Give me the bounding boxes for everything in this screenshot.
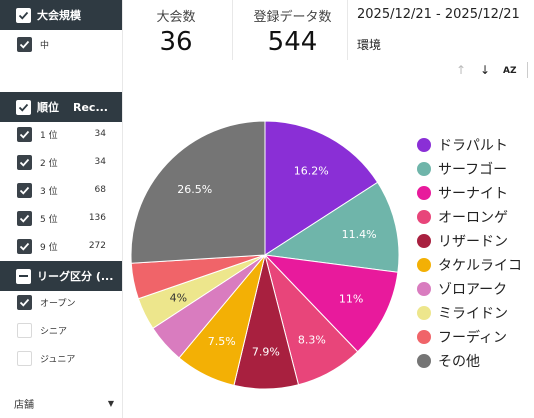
checkbox-checked-icon[interactable] bbox=[17, 210, 32, 226]
rank-option-label: 3 位 bbox=[40, 186, 58, 197]
legend-label[interactable]: ゾロアーク bbox=[438, 282, 507, 298]
legend-swatch bbox=[417, 306, 431, 320]
legend-swatch bbox=[417, 330, 431, 344]
checkbox-checked-icon[interactable] bbox=[17, 126, 32, 142]
league-option-open[interactable]: オープン bbox=[0, 290, 122, 314]
legend-label[interactable]: リザードン bbox=[438, 234, 508, 250]
league-option-junior[interactable]: ジュニア bbox=[0, 346, 122, 370]
slice-label: 4% bbox=[170, 292, 187, 305]
league-title: リーグ区分 (... bbox=[37, 270, 114, 283]
checkbox-checked-icon[interactable] bbox=[16, 99, 31, 115]
record-count-value: 544 bbox=[267, 27, 318, 57]
filter-option-medium[interactable]: 中 bbox=[0, 32, 122, 56]
legend-label[interactable]: タケルライコ bbox=[438, 258, 522, 274]
slice-label: 8.3% bbox=[298, 333, 326, 346]
sort-alphabetical-icon[interactable]: AZ bbox=[503, 66, 517, 76]
checkbox-checked-icon[interactable] bbox=[17, 238, 32, 254]
legend-swatch bbox=[417, 258, 431, 272]
pie-slice[interactable] bbox=[263, 254, 399, 353]
league-option-label: ジュニア bbox=[40, 354, 76, 365]
checkbox-checked-icon[interactable] bbox=[17, 182, 32, 198]
tournament-scale-title: 大会規模 bbox=[37, 9, 81, 22]
league-option-senior[interactable]: シニア bbox=[0, 318, 122, 342]
league-option-label: シニア bbox=[40, 326, 68, 337]
slice-label: 7.5% bbox=[208, 335, 236, 348]
pie-slice[interactable] bbox=[263, 181, 400, 273]
legend-swatch bbox=[417, 162, 431, 176]
legend-swatch bbox=[417, 282, 431, 296]
record-count-card: 登録データ数 544 bbox=[240, 6, 345, 57]
dropdown-caret-icon: ▼ bbox=[107, 399, 114, 408]
stat-divider bbox=[347, 0, 348, 60]
rank-option-9[interactable]: 9 位 272 bbox=[0, 234, 122, 258]
checkbox-checked-icon[interactable] bbox=[17, 294, 32, 310]
rank-record-count: 272 bbox=[88, 241, 106, 251]
toolbar-divider bbox=[527, 62, 528, 78]
rank-option-label: 9 位 bbox=[40, 242, 58, 253]
tournament-count-card: 大会数 36 bbox=[136, 6, 216, 57]
slice-label: 26.5% bbox=[177, 183, 212, 196]
store-dropdown-label: 店舗 bbox=[14, 400, 34, 411]
rank-option-2[interactable]: 2 位 34 bbox=[0, 150, 122, 174]
rank-option-label: 2 位 bbox=[40, 158, 58, 169]
checkbox-unchecked-icon[interactable] bbox=[17, 322, 32, 338]
checkbox-checked-icon[interactable] bbox=[16, 7, 31, 23]
slice-label: 7.9% bbox=[252, 346, 280, 359]
tournament-count-label: 大会数 bbox=[156, 10, 196, 25]
legend-label[interactable]: ドラパルト bbox=[438, 138, 508, 154]
pie-slice[interactable] bbox=[130, 120, 266, 264]
slice-label: 11% bbox=[339, 293, 363, 306]
slice-label: 16.2% bbox=[294, 164, 329, 177]
legend-label[interactable]: サーナイト bbox=[438, 186, 508, 202]
legend-swatch bbox=[417, 354, 431, 368]
environment-filter-label[interactable]: 環境 bbox=[357, 38, 382, 52]
rank-option-label: 5 位 bbox=[40, 214, 58, 225]
checkbox-checked-icon[interactable] bbox=[17, 154, 32, 170]
slice-label: 11.4% bbox=[342, 228, 377, 241]
legend-swatch bbox=[417, 210, 431, 224]
legend-swatch bbox=[417, 186, 431, 200]
checkbox-checked-icon[interactable] bbox=[17, 36, 32, 52]
league-option-label: オープン bbox=[40, 298, 76, 309]
checkbox-partial-icon[interactable] bbox=[16, 268, 31, 284]
rank-record-count: 68 bbox=[94, 185, 106, 195]
legend-label[interactable]: オーロンゲ bbox=[438, 210, 508, 226]
legend-label[interactable]: サーフゴー bbox=[438, 161, 507, 178]
rank-option-3[interactable]: 3 位 68 bbox=[0, 178, 122, 202]
rank-title: 順位 bbox=[37, 101, 59, 114]
checkbox-unchecked-icon[interactable] bbox=[17, 350, 32, 366]
rank-option-label: 1 位 bbox=[40, 130, 58, 141]
sort-descending-icon[interactable]: ↓ bbox=[480, 63, 491, 77]
filter-option-label: 中 bbox=[40, 40, 50, 51]
rank-option-5[interactable]: 5 位 136 bbox=[0, 206, 122, 230]
legend-label[interactable]: その他 bbox=[438, 354, 480, 370]
stat-divider bbox=[232, 0, 233, 60]
rank-record-count: 136 bbox=[88, 213, 106, 223]
legend-label[interactable]: ミライドン bbox=[438, 306, 508, 322]
sort-ascending-icon[interactable]: ↑ bbox=[456, 63, 467, 77]
pie-slice[interactable] bbox=[264, 120, 379, 256]
league-header[interactable]: リーグ区分 (... bbox=[0, 261, 122, 291]
rank-record-count: 34 bbox=[94, 157, 106, 167]
legend-swatch bbox=[417, 234, 431, 248]
rank-header[interactable]: 順位 Rec... bbox=[0, 92, 122, 122]
date-range-picker[interactable]: 2025/12/21 - 2025/12/21 bbox=[357, 7, 520, 22]
tournament-count-value: 36 bbox=[159, 27, 193, 57]
record-count-column-header[interactable]: Rec... bbox=[73, 100, 108, 114]
panel-divider bbox=[122, 0, 123, 418]
tournament-scale-header[interactable]: 大会規模 bbox=[0, 0, 122, 30]
record-count-label: 登録データ数 bbox=[253, 10, 332, 25]
legend-swatch bbox=[417, 138, 431, 152]
rank-option-1[interactable]: 1 位 34 bbox=[0, 122, 122, 146]
filter-panel: 大会規模 中 順位 Rec... 1 位 34 2 位 34 3 位 68 5 … bbox=[0, 0, 122, 418]
store-dropdown[interactable]: 店舗 ▼ bbox=[14, 396, 114, 411]
rank-record-count: 34 bbox=[94, 129, 106, 139]
legend-label[interactable]: フーディン bbox=[438, 329, 507, 346]
